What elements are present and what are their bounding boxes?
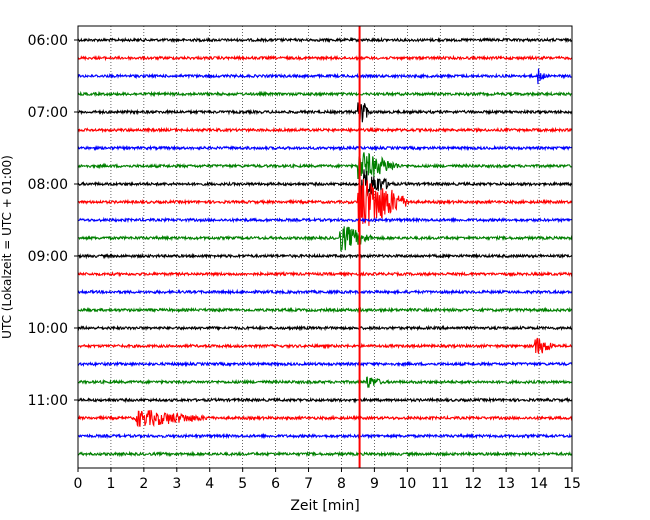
x-axis: 0 1 2 3 4 5 6 7 8 9 10 11 12 13 14 15	[74, 468, 581, 492]
plot-area	[78, 26, 572, 468]
x-tick-label: 10	[398, 476, 416, 492]
x-tick-label: 11	[431, 476, 449, 492]
trace-0645	[77, 90, 573, 98]
trace-1100	[77, 396, 573, 404]
x-tick-label: 4	[205, 476, 214, 492]
trace-0630	[77, 68, 573, 85]
trace-0615	[77, 54, 573, 62]
y-tick-label: 08:00	[28, 177, 68, 193]
x-tick-label: 3	[172, 476, 181, 492]
seismic-traces	[77, 36, 573, 458]
trace-1130	[77, 432, 573, 440]
y-tick-label: 11:00	[28, 393, 68, 409]
y-tick-label: 06:00	[28, 33, 68, 49]
trace-0745	[77, 152, 573, 180]
x-tick-label: 8	[337, 476, 346, 492]
trace-1015	[77, 337, 573, 354]
trace-0730	[77, 144, 573, 152]
trace-1030	[77, 360, 573, 368]
trace-0945	[77, 306, 573, 314]
trace-0600	[77, 36, 573, 44]
trace-0815	[77, 178, 573, 233]
trace-1045	[77, 376, 573, 389]
trace-0800	[77, 169, 573, 201]
trace-0845	[77, 226, 573, 252]
trace-1000	[77, 324, 573, 332]
x-tick-label: 15	[563, 476, 581, 492]
x-tick-label: 1	[106, 476, 115, 492]
trace-0915	[77, 270, 573, 278]
y-tick-label: 09:00	[28, 249, 68, 265]
x-tick-label: 6	[271, 476, 280, 492]
trace-0900	[77, 252, 573, 260]
trace-0715	[77, 126, 573, 134]
x-axis-label: Zeit [min]	[290, 498, 359, 514]
x-tick-label: 2	[139, 476, 148, 492]
y-tick-label: 07:00	[28, 105, 68, 121]
x-tick-label: 7	[304, 476, 313, 492]
x-tick-label: 0	[74, 476, 83, 492]
y-axis-label: UTC (Lokalzeit = UTC + 01:00)	[0, 155, 14, 339]
y-tick-label: 10:00	[28, 321, 68, 337]
trace-0930	[77, 288, 573, 296]
x-tick-label: 9	[370, 476, 379, 492]
x-tick-label: 13	[497, 476, 515, 492]
trace-1145	[77, 450, 573, 458]
trace-0830	[77, 216, 573, 224]
y-axis: 06:00 07:00 08:00 09:00 10:00 11:00	[28, 33, 78, 409]
trace-0700	[77, 102, 573, 123]
x-tick-label: 5	[238, 476, 247, 492]
plot-frame	[77, 25, 573, 469]
trace-1115	[77, 409, 573, 428]
x-tick-label: 12	[464, 476, 482, 492]
x-tick-label: 14	[530, 476, 548, 492]
